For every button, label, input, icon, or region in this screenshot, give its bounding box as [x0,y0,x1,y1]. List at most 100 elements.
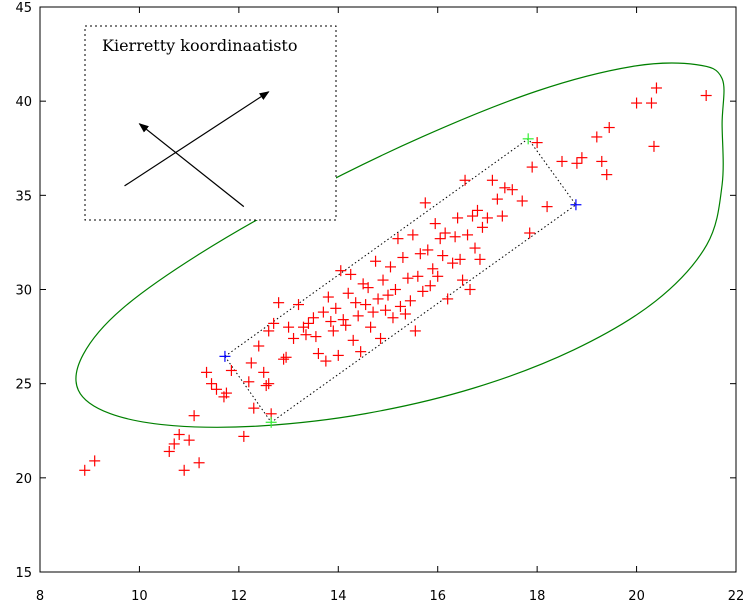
data-point [201,366,213,378]
data-point [419,197,431,209]
data-point [248,402,260,414]
data-point [447,257,459,269]
data-point [429,218,441,230]
y-tick-label: 15 [15,566,32,581]
data-point [307,312,319,324]
data-point [273,297,285,309]
x-tick-label: 12 [231,589,248,604]
data-point [516,195,528,207]
data-point [365,321,377,333]
data-point [591,131,603,143]
data-point [459,174,471,186]
x-tick-label: 10 [131,589,148,604]
data-point [89,455,101,467]
x-tick-label: 16 [429,589,446,604]
data-point [360,299,372,311]
data-point [263,378,275,390]
data-point [168,438,180,450]
data-point [367,306,379,318]
data-point [384,261,396,273]
data-point [491,193,503,205]
data-point [432,270,444,282]
y-tick-label: 40 [15,95,32,110]
data-point [449,231,461,243]
data-point [293,299,305,311]
data-point [596,155,608,167]
data-point [312,348,324,360]
data-point [414,248,426,260]
data-point [645,97,657,109]
data-point [163,445,175,457]
data-point [700,90,712,102]
data-point [452,212,464,224]
data-point [571,157,583,169]
data-point [650,82,662,94]
data-point [210,383,222,395]
data-point [439,227,451,239]
y-tick-label: 25 [15,378,32,393]
data-point [469,242,481,254]
data-point [603,122,615,134]
data-point [320,355,332,367]
data-point [300,329,312,341]
data-point [335,265,347,277]
data-point [387,312,399,324]
data-point [355,346,367,358]
inset-title: Kierretty koordinaatisto [102,36,297,55]
data-point [206,378,218,390]
data-point [243,376,255,388]
y-tick-label: 45 [15,1,32,16]
data-point [496,210,508,222]
y-tick-label: 30 [15,284,32,299]
rotated-coordinates-inset: Kierretty koordinaatisto [84,25,337,221]
inset-arrow [138,123,245,208]
green-corner-point [265,416,277,428]
data-point [310,331,322,343]
x-tick-label: 14 [330,589,347,604]
data-point [389,284,401,295]
green-corner-point [522,133,534,145]
data-point [280,351,292,363]
data-point [427,263,439,275]
data-point [434,233,446,245]
data-point [342,287,354,299]
data-point [377,274,389,286]
data-point [437,250,449,262]
data-point [556,155,568,167]
data-point [424,280,436,292]
data-point [631,97,643,109]
marks-layer [79,82,712,476]
data-point [325,316,337,328]
data-point [457,274,469,286]
data-point [245,357,257,369]
data-point [397,251,409,263]
x-tick-label: 8 [36,589,44,604]
data-point [412,270,424,282]
blue-corner-point [219,350,231,362]
data-point [486,174,498,186]
data-point [375,332,387,344]
data-point [601,169,613,181]
y-tick-label: 35 [15,189,32,204]
data-point [404,295,416,307]
data-point [471,204,483,216]
rotated-bounding-box [224,138,577,423]
data-point [340,319,352,331]
data-point [317,306,329,318]
x-tick-label: 22 [728,589,744,604]
data-point [454,253,466,265]
data-point [462,229,474,241]
data-point [173,429,185,441]
confidence-ellipse [75,62,725,428]
data-point [382,289,394,301]
data-point [372,293,384,305]
inset-arrow [124,91,270,187]
data-point [392,233,404,245]
data-point [407,229,419,241]
data-point [347,334,359,346]
data-point [476,221,488,233]
axes: 8 10 12 14 16 18 20 22 15 20 25 30 35 40 45 [15,1,744,604]
data-point [474,253,486,265]
data-point [350,297,362,309]
